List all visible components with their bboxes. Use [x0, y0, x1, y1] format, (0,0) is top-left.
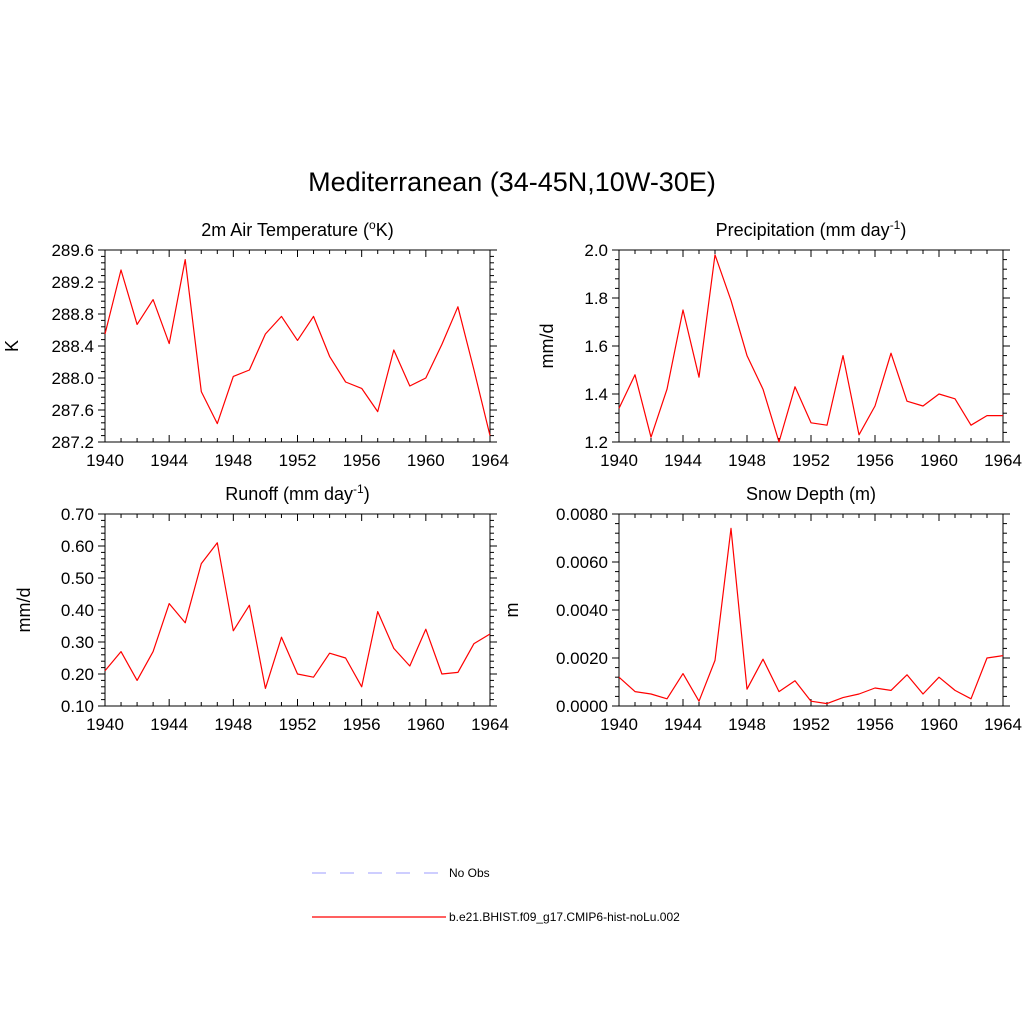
- panel-title-suffix: ): [364, 484, 370, 504]
- y-tick-label: 1.4: [584, 385, 608, 404]
- y-axis-label: mm/d: [537, 324, 557, 369]
- y-axis-label: K: [2, 340, 22, 352]
- y-tick-label: 0.10: [61, 697, 94, 716]
- x-tick-label: 1944: [150, 451, 188, 470]
- y-tick-label: 0.40: [61, 601, 94, 620]
- y-tick-label: 0.50: [61, 569, 94, 588]
- panel-title-text: Runoff (mm day: [225, 484, 353, 504]
- y-tick-label: 288.8: [51, 305, 94, 324]
- panel-title: Snow Depth (m): [746, 484, 876, 504]
- y-tick-label: 1.6: [584, 337, 608, 356]
- panel-title: Runoff (mm day-1): [225, 482, 369, 504]
- y-tick-label: 0.70: [61, 505, 94, 524]
- panel-title-superscript: -1: [353, 482, 364, 496]
- x-tick-label: 1944: [664, 451, 702, 470]
- series-line-model: [104, 542, 491, 690]
- x-tick-label: 1956: [856, 451, 894, 470]
- series-line-model: [618, 254, 1003, 443]
- x-tick-label: 1944: [150, 715, 188, 734]
- y-tick-label: 0.0060: [556, 553, 608, 572]
- panel-title: Precipitation (mm day-1): [716, 218, 907, 240]
- panel-title-superscript: o: [369, 218, 376, 232]
- x-tick-label: 1964: [984, 715, 1022, 734]
- y-tick-label: 1.2: [584, 433, 608, 452]
- chart-panel-1: 2m Air Temperature (oK) 1940 1944 1948 1952 1…: [2, 218, 509, 470]
- y-tick-label: 287.2: [51, 433, 94, 452]
- x-tick-label: 1948: [728, 451, 766, 470]
- chart-panel-4: Snow Depth (m) 1940 1944 1948 1952 1956 1960 19…: [502, 484, 1022, 734]
- y-tick-label: 287.6: [51, 401, 94, 420]
- y-tick-label: 1.8: [584, 289, 608, 308]
- x-tick-label: 1948: [728, 715, 766, 734]
- y-tick-label: 289.2: [51, 273, 94, 292]
- series-line-model: [618, 527, 1004, 705]
- y-tick-label: 0.0080: [556, 505, 608, 524]
- x-tick-label: 1960: [920, 715, 958, 734]
- y-axis-label: m: [502, 603, 522, 618]
- panel-title-suffix: K): [376, 220, 394, 240]
- y-tick-label: 0.0040: [556, 601, 608, 620]
- plot-frame: [104, 513, 491, 707]
- series-line-model: [104, 259, 491, 436]
- y-tick-label: 288.0: [51, 369, 94, 388]
- y-tick-label: 288.4: [51, 337, 94, 356]
- x-tick-label: 1948: [214, 715, 252, 734]
- chart-panel-2: Precipitation (mm day-1) 1940 1944 1948 1952…: [537, 218, 1022, 470]
- panel-title-text: 2m Air Temperature (: [201, 220, 369, 240]
- x-tick-label: 1952: [792, 715, 830, 734]
- x-tick-label: 1940: [600, 715, 638, 734]
- x-tick-label: 1948: [214, 451, 252, 470]
- y-tick-label: 2.0: [584, 241, 608, 260]
- x-tick-label: 1960: [407, 451, 445, 470]
- x-tick-label: 1940: [600, 451, 638, 470]
- x-tick-label: 1960: [407, 715, 445, 734]
- x-tick-label: 1964: [984, 451, 1022, 470]
- panel-title: 2m Air Temperature (oK): [201, 218, 393, 240]
- plot-frame: [618, 249, 1004, 443]
- legend-obs-label: No Obs: [449, 866, 490, 880]
- legend-model-label: b.e21.BHIST.f09_g17.CMIP6-hist-noLu.002: [449, 910, 680, 924]
- figure-title: Mediterranean (34-45N,10W-30E): [308, 167, 716, 197]
- x-tick-label: 1952: [792, 451, 830, 470]
- legend: No Obs b.e21.BHIST.f09_g17.CMIP6-hist-no…: [312, 866, 680, 924]
- plot-frame: [618, 513, 1004, 707]
- x-tick-label: 1952: [279, 715, 317, 734]
- panel-title-suffix: ): [900, 220, 906, 240]
- panel-title-text: Precipitation (mm day: [716, 220, 890, 240]
- y-tick-label: 0.60: [61, 537, 94, 556]
- x-tick-label: 1940: [86, 451, 124, 470]
- y-tick-label: 0.0000: [556, 697, 608, 716]
- panel-title-text: Snow Depth (m): [746, 484, 876, 504]
- x-tick-label: 1944: [664, 715, 702, 734]
- x-tick-label: 1964: [471, 451, 509, 470]
- y-tick-label: 0.20: [61, 665, 94, 684]
- panel-title-superscript: -1: [890, 218, 901, 232]
- x-tick-label: 1940: [86, 715, 124, 734]
- y-axis-label: mm/d: [14, 588, 34, 633]
- x-tick-label: 1956: [343, 715, 381, 734]
- x-tick-label: 1952: [279, 451, 317, 470]
- y-tick-label: 0.30: [61, 633, 94, 652]
- x-tick-label: 1960: [920, 451, 958, 470]
- y-tick-label: 0.0020: [556, 649, 608, 668]
- x-tick-label: 1956: [343, 451, 381, 470]
- x-tick-label: 1956: [856, 715, 894, 734]
- chart-panel-3: Runoff (mm day-1) 1940 1944 1948 1952 1956 196…: [14, 482, 509, 734]
- plot-frame: [104, 249, 491, 443]
- x-tick-label: 1964: [471, 715, 509, 734]
- y-tick-label: 289.6: [51, 241, 94, 260]
